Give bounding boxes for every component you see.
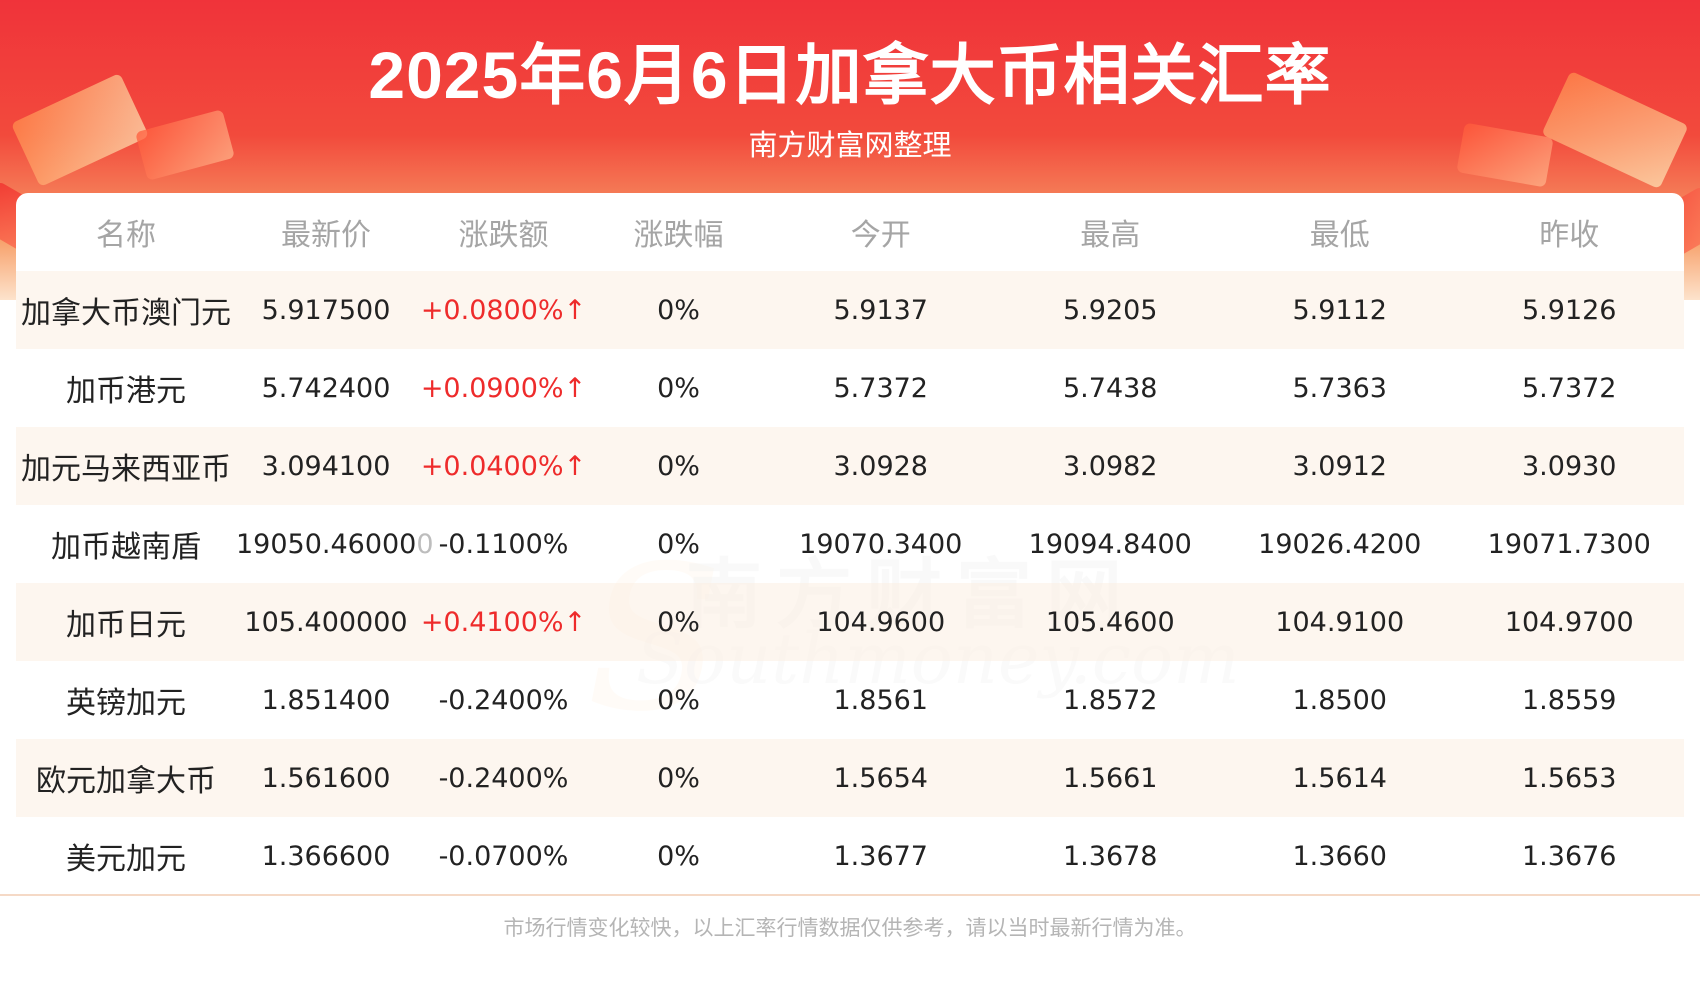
cell-latest: 105.400000 (236, 583, 416, 661)
cell-name: 加币港元 (16, 349, 236, 427)
cell-change-pct: 0% (591, 817, 766, 895)
cell-latest: 1.561600 (236, 739, 416, 817)
divider (0, 894, 1700, 896)
table-row: 加元马来西亚币 3.094100 +0.0400%↑ 0% 3.0928 3.0982 3.… (16, 427, 1684, 505)
cell-change-pct: 0% (591, 271, 766, 349)
table-row: 欧元加拿大币 1.561600 -0.2400% 0% 1.5654 1.5661 1.56… (16, 739, 1684, 817)
cell-change-pct: 0% (591, 661, 766, 739)
column-header-name: 名称 (96, 218, 156, 253)
cell-change-pct: 0% (591, 349, 766, 427)
cell-low: 5.9112 (1225, 271, 1455, 349)
column-header-change: 涨跌额 (458, 218, 549, 253)
cell-prev-close: 3.0930 (1454, 427, 1684, 505)
cell-open: 19070.3400 (766, 505, 996, 583)
table-row: 加拿大币澳门元 5.917500 +0.0800%↑ 0% 5.9137 5.9205 5.… (16, 271, 1684, 349)
table-body: 加拿大币澳门元 5.917500 +0.0800%↑ 0% 5.9137 5.9205 5.… (16, 271, 1684, 895)
table-row: 加币日元 105.400000 +0.4100%↑ 0% 104.9600 105.460… (16, 583, 1684, 661)
cell-change-pct: 0% (591, 583, 766, 661)
cell-high: 5.9205 (995, 271, 1225, 349)
cell-open: 3.0928 (766, 427, 996, 505)
cell-name: 欧元加拿大币 (16, 739, 236, 817)
cell-name: 美元加元 (16, 817, 236, 895)
cell-change-pct: 0% (591, 427, 766, 505)
cell-high: 3.0982 (995, 427, 1225, 505)
cell-name: 加币越南盾 (16, 505, 236, 583)
table-row: 美元加元 1.366600 -0.0700% 0% 1.3677 1.3678 1.3660… (16, 817, 1684, 895)
cell-prev-close: 1.8559 (1454, 661, 1684, 739)
disclaimer-text: 市场行情变化较快，以上汇率行情数据仅供参考，请以当时最新行情为准。 (503, 916, 1197, 940)
rates-card: S 南方财富网 Southmoney.com 名称 最新价 涨跌额 涨跌幅 今开… (16, 193, 1684, 895)
column-header-prev-close: 昨收 (1539, 218, 1600, 253)
cell-name: 加元马来西亚币 (16, 427, 236, 505)
cell-change: -0.2400% (416, 661, 591, 739)
cell-change-pct: 0% (591, 739, 766, 817)
cell-change-pct: 0% (591, 505, 766, 583)
cell-change: +0.4100%↑ (416, 583, 591, 661)
cell-latest: 1.851400 (236, 661, 416, 739)
cell-low: 19026.4200 (1225, 505, 1455, 583)
column-header-latest: 最新价 (281, 218, 371, 253)
cell-low: 1.5614 (1225, 739, 1455, 817)
cell-latest: 3.094100 (236, 427, 416, 505)
table-header-row: 名称 最新价 涨跌额 涨跌幅 今开 最高 最低 昨收 (16, 193, 1684, 271)
column-header-open: 今开 (850, 218, 911, 253)
cell-open: 5.7372 (766, 349, 996, 427)
page-title: 2025年6月6日加拿大币相关汇率 (368, 38, 1332, 112)
cell-change: -0.0700% (416, 817, 591, 895)
cell-change: +0.0800%↑ (416, 271, 591, 349)
table-row: 加币港元 5.742400 +0.0900%↑ 0% 5.7372 5.7438 5.736… (16, 349, 1684, 427)
cell-prev-close: 1.3676 (1454, 817, 1684, 895)
cell-high: 1.5661 (995, 739, 1225, 817)
cell-low: 1.3660 (1225, 817, 1455, 895)
cell-prev-close: 104.9700 (1454, 583, 1684, 661)
cell-change: +0.0900%↑ (416, 349, 591, 427)
cell-low: 1.8500 (1225, 661, 1455, 739)
cell-name: 英镑加元 (16, 661, 236, 739)
cell-prev-close: 5.7372 (1454, 349, 1684, 427)
cell-prev-close: 19071.7300 (1454, 505, 1684, 583)
cell-high: 1.8572 (995, 661, 1225, 739)
column-header-high: 最高 (1080, 218, 1141, 253)
cell-low: 104.9100 (1225, 583, 1455, 661)
exchange-rate-table: 名称 最新价 涨跌额 涨跌幅 今开 最高 最低 昨收 加拿大币澳门元 5.9175… (16, 193, 1684, 895)
cell-latest: 1.366600 (236, 817, 416, 895)
column-header-change-pct: 涨跌幅 (633, 218, 724, 253)
cell-high: 105.4600 (995, 583, 1225, 661)
cell-latest: 19050.460000 (236, 505, 434, 583)
cell-high: 5.7438 (995, 349, 1225, 427)
cell-latest: 5.742400 (236, 349, 416, 427)
cell-high: 19094.8400 (995, 505, 1225, 583)
cell-low: 3.0912 (1225, 427, 1455, 505)
cell-prev-close: 5.9126 (1454, 271, 1684, 349)
cell-open: 5.9137 (766, 271, 996, 349)
cell-change: +0.0400%↑ (416, 427, 591, 505)
cell-open: 1.5654 (766, 739, 996, 817)
page-subtitle: 南方财富网整理 (748, 128, 952, 162)
column-header-low: 最低 (1309, 218, 1370, 253)
cell-name: 加币日元 (16, 583, 236, 661)
table-row: 英镑加元 1.851400 -0.2400% 0% 1.8561 1.8572 1.8500… (16, 661, 1684, 739)
table-row: 加币越南盾 19050.460000 -0.1100% 0% 19070.3400 190… (16, 505, 1684, 583)
cell-open: 104.9600 (766, 583, 996, 661)
cell-change: -0.1100% (416, 505, 591, 583)
cell-low: 5.7363 (1225, 349, 1455, 427)
cell-open: 1.8561 (766, 661, 996, 739)
cell-change: -0.2400% (416, 739, 591, 817)
cell-name: 加拿大币澳门元 (16, 271, 236, 349)
cell-latest: 5.917500 (236, 271, 416, 349)
cell-prev-close: 1.5653 (1454, 739, 1684, 817)
cell-open: 1.3677 (766, 817, 996, 895)
cell-high: 1.3678 (995, 817, 1225, 895)
